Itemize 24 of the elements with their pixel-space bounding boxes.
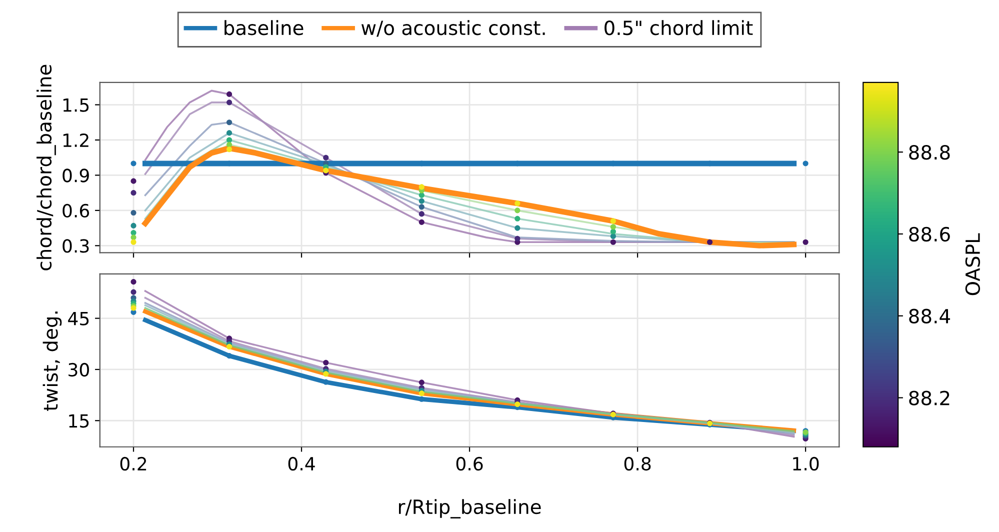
legend-label: 0.5" chord limit: [604, 20, 753, 36]
y-tick-label: 1.2: [63, 133, 88, 147]
color-bar-label: 88.6: [909, 226, 950, 242]
x-tick-label: 0.8: [624, 456, 651, 471]
y-axis-title: chord/chord_baseline: [36, 64, 56, 270]
x-tick-label: 0.2: [120, 456, 146, 471]
y-axis-title: twist, deg.: [42, 312, 62, 411]
legend-label: baseline: [224, 20, 304, 36]
x-tick-label: 0.6: [456, 456, 483, 471]
x-axis-title: r/Rtip_baseline: [399, 499, 541, 518]
y-tick-label: 15: [69, 414, 89, 428]
color-bar-title: OASPL: [965, 233, 980, 296]
y-tick-label: 0.9: [62, 168, 89, 182]
x-tick-label: 1.0: [793, 456, 819, 471]
color-bar-label: 88.2: [909, 390, 950, 406]
y-tick-label: 1.5: [63, 98, 89, 112]
color-bar-label: 88.8: [909, 145, 950, 160]
y-tick-label: 30: [68, 362, 89, 377]
legend-label: w/o acoustic const.: [361, 20, 545, 37]
y-tick-label: 45: [68, 312, 89, 326]
color-bar-label: 88.4: [909, 308, 950, 324]
x-tick-label: 0.4: [288, 456, 315, 471]
y-tick-label: 0.3: [62, 239, 89, 253]
y-tick-label: 0.6: [62, 204, 90, 218]
